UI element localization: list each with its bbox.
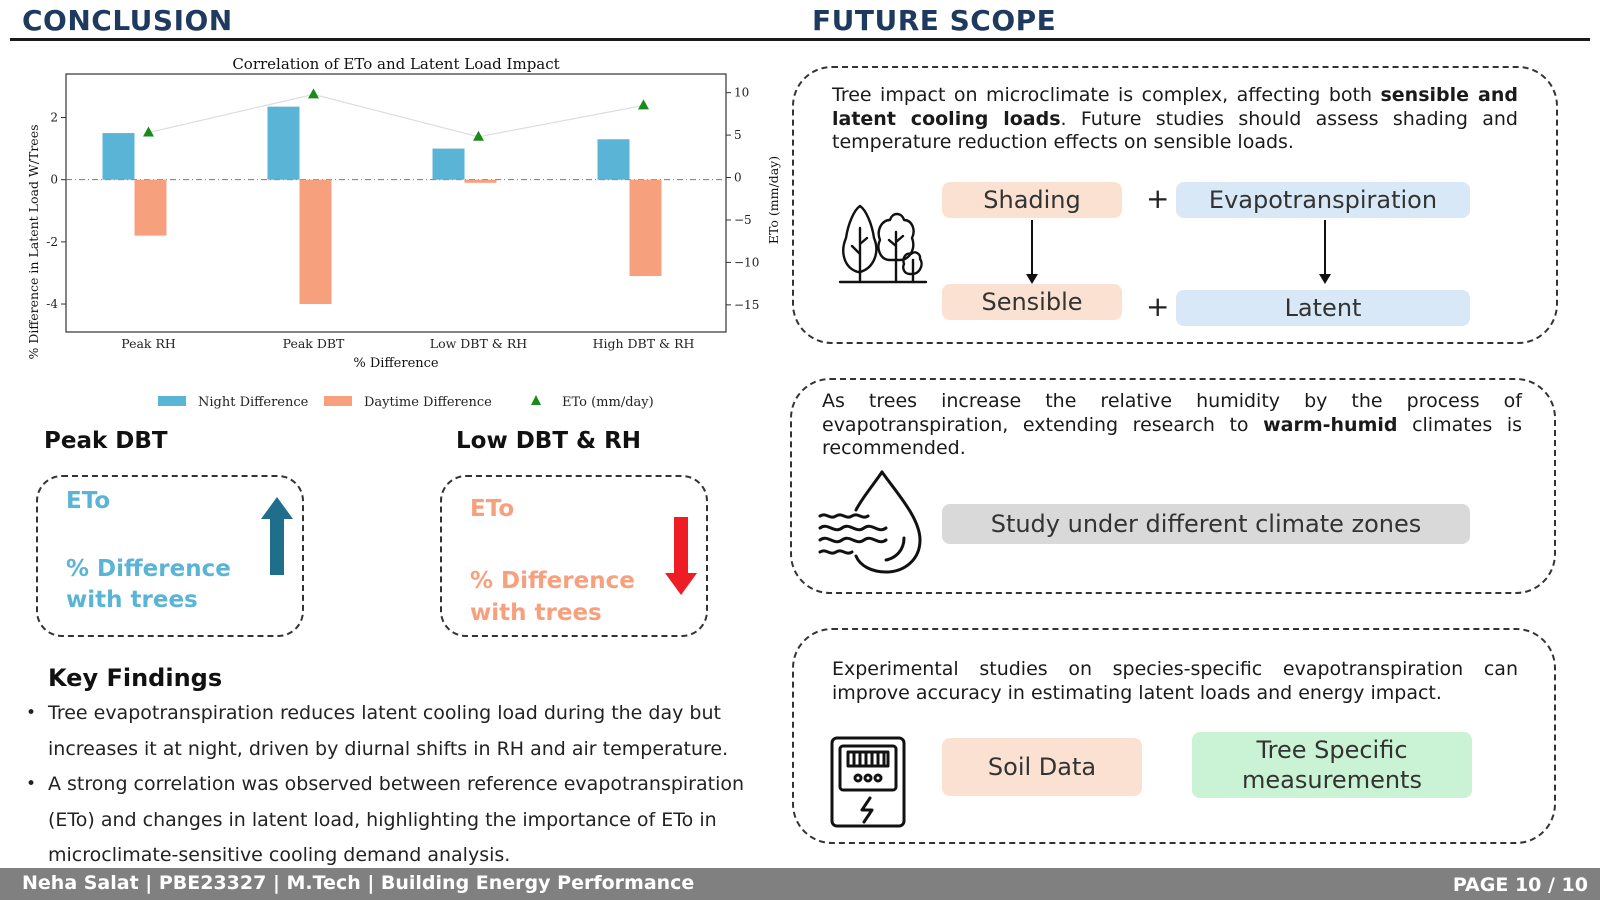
y-tick-label: -2 [46, 235, 58, 249]
trees-icon [838, 204, 928, 284]
evapotranspiration-chip: Evapotranspiration [1176, 182, 1470, 218]
plot-frame [65, 73, 727, 333]
key-finding-item: Tree evapotranspiration reduces latent c… [24, 696, 774, 767]
case-diff-label-line1: % Difference [470, 568, 635, 594]
case-eto-label: ETo [470, 496, 515, 522]
x-tick-label: Peak DBT [283, 336, 345, 351]
case-title-low-dbt-rh: Low DBT & RH [456, 428, 642, 454]
eto-marker [308, 88, 319, 99]
chart-svg: Correlation of ETo and Latent Load Impac… [26, 55, 781, 410]
card2-text: As trees increase the relative humidity … [822, 390, 1522, 459]
y-tick-label: 2 [50, 111, 58, 125]
y2-tick-label: −15 [734, 298, 759, 312]
eto-latent-chart: Correlation of ETo and Latent Load Impac… [20, 50, 790, 440]
y2-tick-label: 10 [734, 86, 749, 100]
arrow-up-icon [261, 497, 293, 575]
bar [432, 148, 465, 180]
y-tick-label: 0 [50, 173, 58, 187]
plus-sign: + [1146, 290, 1170, 323]
eto-marker [473, 130, 484, 141]
y2-tick-label: 0 [734, 171, 742, 185]
case-diff-label-line2: with trees [66, 587, 198, 613]
humidity-drop-icon [818, 470, 922, 574]
future-scope-card-1: Tree impact on microclimate is complex, … [792, 66, 1558, 344]
arrow-down-icon [665, 517, 697, 595]
bar [629, 179, 662, 277]
bar [299, 179, 332, 305]
future-scope-card-2: As trees increase the relative humidity … [790, 378, 1556, 594]
bar [464, 179, 497, 183]
x-tick-label: High DBT & RH [593, 336, 695, 351]
bar [134, 179, 167, 236]
footer-bar: Neha Salat | PBE23327 | M.Tech | Buildin… [0, 868, 1600, 900]
future-scope-card-3: Experimental studies on species-specific… [792, 628, 1556, 844]
case-eto-label: ETo [66, 488, 111, 514]
legend-label: Daytime Difference [364, 395, 492, 410]
chart-title: Correlation of ETo and Latent Load Impac… [232, 55, 559, 73]
y-tick-label: -4 [46, 297, 58, 311]
legend-swatch [324, 396, 352, 406]
header-divider [10, 38, 1590, 41]
card1-text: Tree impact on microclimate is complex, … [832, 84, 1518, 153]
sensor-meter-icon [830, 736, 906, 828]
tree-measurements-chip: Tree Specific measurements [1192, 732, 1472, 798]
soil-data-chip: Soil Data [942, 738, 1142, 796]
case-diff-label-line1: % Difference [66, 556, 231, 582]
page-number: PAGE 10 / 10 [1452, 874, 1588, 896]
plus-sign: + [1146, 182, 1170, 215]
bar [267, 106, 300, 180]
bar [102, 133, 135, 180]
case-box-low-dbt-rh: ETo % Difference with trees [440, 475, 708, 637]
footer-author: Neha Salat | PBE23327 | M.Tech | Buildin… [22, 872, 695, 894]
legend-swatch [531, 395, 541, 405]
climate-zones-chip: Study under different climate zones [942, 504, 1470, 544]
future-scope-heading: FUTURE SCOPE [812, 4, 1057, 37]
evapotranspiration-to-latent-arrow [1319, 220, 1331, 284]
eto-marker [143, 126, 154, 137]
y2-tick-label: −5 [734, 213, 752, 227]
conclusion-heading: CONCLUSION [22, 4, 233, 37]
y2-tick-label: −10 [734, 255, 759, 269]
shading-to-sensible-arrow [1026, 220, 1038, 284]
key-findings-title: Key Findings [48, 664, 223, 692]
key-findings-list: Tree evapotranspiration reduces latent c… [24, 696, 774, 874]
chart-ylabel: % Difference in Latent Load W/Trees [26, 124, 41, 359]
legend-swatch [158, 396, 186, 406]
bar [597, 139, 630, 180]
chart-xlabel: % Difference [353, 356, 439, 371]
sensible-chip: Sensible [942, 284, 1122, 320]
legend-label: Night Difference [198, 395, 309, 410]
card3-text: Experimental studies on species-specific… [832, 658, 1518, 704]
key-finding-item: A strong correlation was observed betwee… [24, 767, 774, 874]
x-tick-label: Low DBT & RH [430, 336, 528, 351]
x-tick-label: Peak RH [121, 336, 176, 351]
legend-label: ETo (mm/day) [562, 395, 654, 410]
latent-chip: Latent [1176, 290, 1470, 326]
eto-marker [638, 99, 649, 110]
case-diff-label-line2: with trees [470, 600, 602, 626]
case-box-peak-dbt: ETo % Difference with trees [36, 475, 304, 637]
chart-y2label: ETo (mm/day) [766, 156, 781, 244]
case-title-peak-dbt: Peak DBT [44, 428, 168, 454]
y2-tick-label: 5 [734, 128, 742, 142]
shading-chip: Shading [942, 182, 1122, 218]
eto-line [148, 93, 644, 138]
